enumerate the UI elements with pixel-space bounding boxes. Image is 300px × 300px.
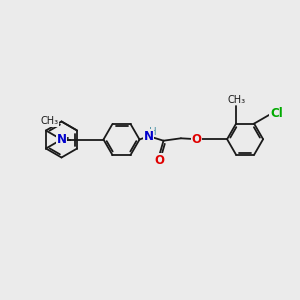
Text: Cl: Cl [270, 106, 283, 120]
Text: N: N [56, 133, 67, 146]
Text: CH₃: CH₃ [41, 116, 59, 126]
Text: N: N [144, 130, 154, 143]
Text: CH₃: CH₃ [227, 94, 245, 105]
Text: O: O [191, 133, 202, 146]
Text: O: O [56, 133, 67, 146]
Text: O: O [154, 154, 164, 167]
Text: H: H [148, 127, 156, 137]
